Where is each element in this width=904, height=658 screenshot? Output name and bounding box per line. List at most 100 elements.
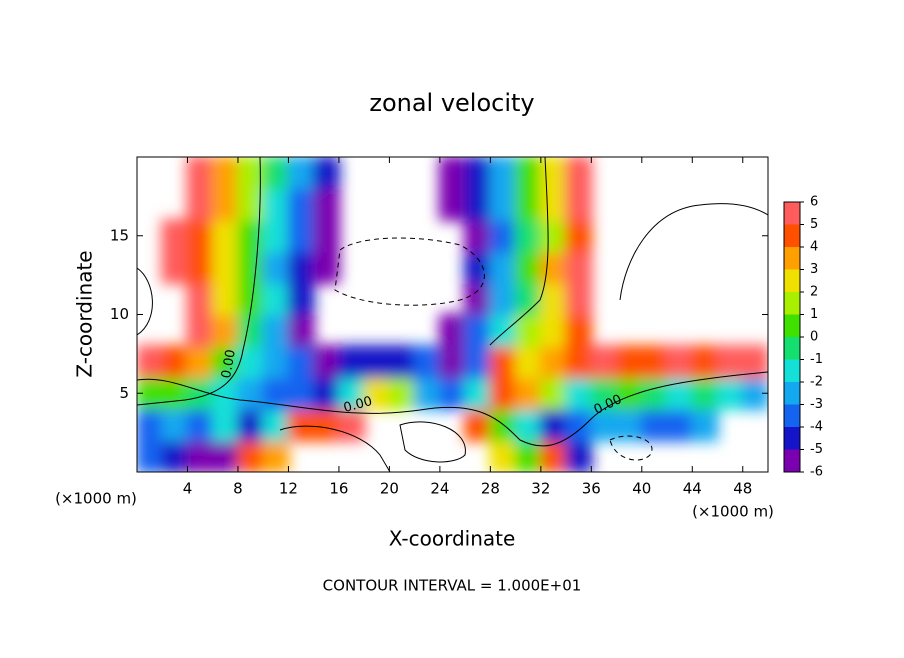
field-cell <box>514 376 542 410</box>
field-cell <box>464 376 492 410</box>
x-unit: (×1000 m) <box>692 503 774 521</box>
field-cell <box>489 250 517 284</box>
field-cell <box>186 345 214 379</box>
field-cell <box>438 376 467 410</box>
field-cell <box>565 408 593 442</box>
x-tick-label: 44 <box>683 480 702 498</box>
field-cell <box>161 250 189 284</box>
contour-line <box>619 203 768 301</box>
field-cell <box>590 408 618 442</box>
field-cell <box>287 219 315 253</box>
y-axis-label: Z-coordinate <box>73 250 97 377</box>
y-tick-label: 10 <box>110 305 129 323</box>
field-cell <box>438 345 467 379</box>
field-cell <box>539 157 568 190</box>
field-cell <box>565 157 593 190</box>
field-cell <box>691 345 719 379</box>
field-cell <box>236 439 265 472</box>
field-cell <box>186 282 214 316</box>
field-cell <box>161 345 189 379</box>
colorbar-label: -3 <box>810 397 823 412</box>
colorbar-swatch <box>784 202 800 225</box>
field-cell <box>312 345 340 379</box>
field-cell <box>438 313 467 347</box>
field-cell <box>211 187 239 221</box>
field-cell <box>262 282 290 316</box>
field-cell <box>161 376 189 410</box>
x-tick-label: 28 <box>481 480 500 498</box>
field-cell <box>312 376 340 410</box>
colorbar-label: -1 <box>810 352 823 367</box>
field-cell <box>640 345 669 379</box>
colorbar-label: 6 <box>810 195 818 210</box>
colorbar-label: -4 <box>810 420 823 435</box>
field-cell <box>640 408 669 442</box>
field-cell <box>539 187 568 221</box>
field-cell <box>514 313 542 347</box>
field-cell <box>236 313 265 347</box>
colorbar-swatch <box>784 314 800 337</box>
field-cell <box>211 313 239 347</box>
colorbar-frame <box>783 201 801 473</box>
field-cell <box>464 313 492 347</box>
x-tick-label: 36 <box>582 480 601 498</box>
field-cell <box>262 219 290 253</box>
field-cell <box>236 376 265 410</box>
colorbar-swatch <box>784 269 800 292</box>
x-tick-label: 20 <box>380 480 399 498</box>
field-cell <box>438 157 467 190</box>
field-cell <box>464 219 492 253</box>
field-cell <box>666 376 694 410</box>
field-cell <box>539 376 568 410</box>
field-cell <box>514 439 542 472</box>
field-cell <box>413 345 441 379</box>
field-cell <box>337 376 366 410</box>
field-cell <box>312 250 340 284</box>
field-cell <box>236 250 265 284</box>
field-cell <box>489 345 517 379</box>
field-cell <box>262 157 290 190</box>
field-cell <box>262 187 290 221</box>
field-cell <box>691 408 719 442</box>
field-cell <box>514 345 542 379</box>
field-cell <box>539 345 568 379</box>
field-cell <box>236 345 265 379</box>
field-cell <box>161 439 189 472</box>
field-cell <box>514 250 542 284</box>
field-cell <box>161 219 189 253</box>
contour-label: 0.00 <box>342 394 374 416</box>
field-cell <box>691 376 719 410</box>
field-cell <box>211 219 239 253</box>
field-cell <box>514 157 542 190</box>
field-cell <box>489 376 517 410</box>
field-cell <box>615 345 643 379</box>
field-cell <box>186 250 214 284</box>
colorbar-swatch <box>784 224 800 247</box>
field-cell <box>363 376 391 410</box>
field-cell <box>287 282 315 316</box>
colorbar-swatch <box>784 427 800 450</box>
contour-line <box>489 157 549 346</box>
field-cell <box>388 376 416 410</box>
field-cell <box>312 219 340 253</box>
field-cell <box>186 157 214 190</box>
colorbar-swatch <box>784 359 800 382</box>
contour-line <box>137 371 768 447</box>
field-cell <box>539 282 568 316</box>
field-cell <box>186 313 214 347</box>
field-cell <box>464 250 492 284</box>
colorbar-label: 2 <box>810 285 818 300</box>
x-tick-label: 4 <box>183 480 193 498</box>
field-cell <box>464 408 492 442</box>
field-cell <box>590 345 618 379</box>
field-cell <box>388 345 416 379</box>
x-tick-label: 8 <box>233 480 243 498</box>
field-cell <box>438 187 467 221</box>
field-cell <box>262 250 290 284</box>
field-cell <box>211 282 239 316</box>
field-cell <box>565 313 593 347</box>
field-cell <box>262 439 290 472</box>
field-cell <box>211 376 239 410</box>
colorbar-label: 3 <box>810 262 818 277</box>
field-cell <box>539 250 568 284</box>
